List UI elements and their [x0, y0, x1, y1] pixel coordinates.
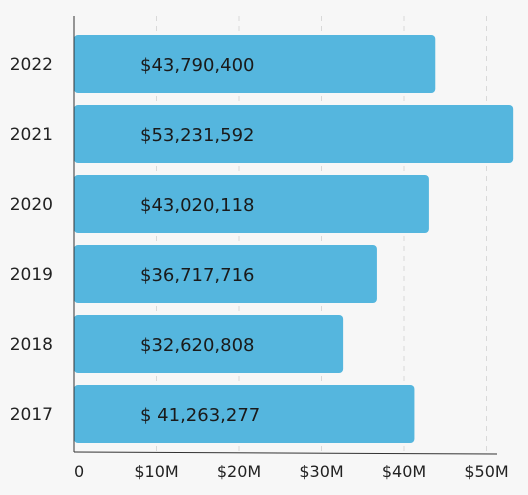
data-label-2021: $53,231,592 [140, 125, 255, 146]
y-tick-label-2019: 2019 [10, 265, 53, 285]
bar-2020 [74, 175, 429, 233]
x-tick-label-5: $50M [464, 462, 508, 481]
bar-2021 [74, 105, 514, 163]
bars [74, 35, 514, 443]
data-label-2020: $43,020,118 [140, 195, 255, 216]
bar-2017 [74, 385, 415, 443]
bar-2019 [74, 245, 377, 303]
y-tick-label-2022: 2022 [10, 55, 53, 75]
x-tick-label-1: $10M [134, 462, 178, 481]
x-axis-line [73, 451, 498, 455]
data-label-2018: $32,620,808 [140, 335, 255, 356]
x-tick-label-2: $20M [217, 462, 261, 481]
y-tick-label-2021: 2021 [10, 125, 53, 145]
y-tick-label-2017: 2017 [10, 405, 53, 425]
bar-2018 [74, 315, 344, 373]
data-label-2017: $ 41,263,277 [140, 405, 260, 426]
x-tick-label-0: 0 [74, 462, 84, 481]
y-tick-label-2018: 2018 [10, 335, 53, 355]
data-label-2022: $43,790,400 [140, 55, 255, 76]
bar-labels: $43,790,400 $53,231,592 $43,020,118 $36,717… [140, 55, 260, 426]
data-label-2019: $36,717,716 [140, 265, 255, 286]
x-tick-label-3: $30M [299, 462, 343, 481]
y-axis-ticks: 2022 2021 2020 2019 2018 2017 [10, 55, 53, 425]
bar-2022 [74, 35, 436, 93]
y-tick-label-2020: 2020 [10, 195, 53, 215]
x-tick-label-4: $40M [382, 462, 426, 481]
x-axis-ticks: 0 $10M $20M $30M $40M $50M [74, 462, 509, 481]
